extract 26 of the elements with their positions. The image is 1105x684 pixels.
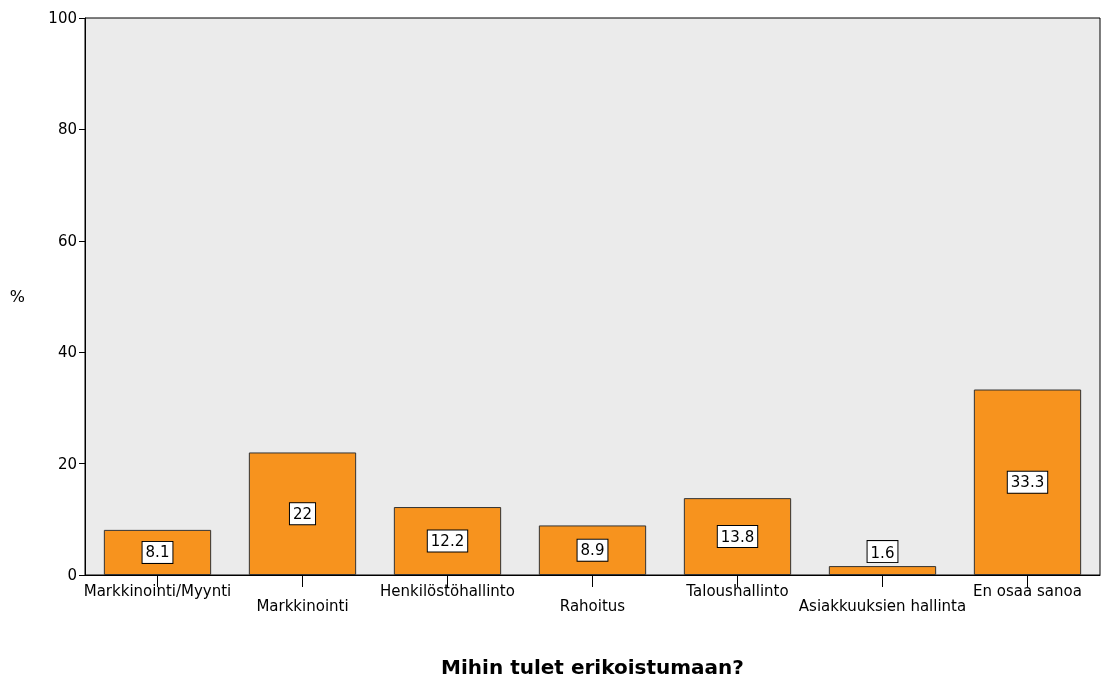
bar: [683, 498, 792, 575]
x-tick-label: Markkinointi/Myynti: [83, 581, 232, 600]
bar: [973, 389, 1082, 575]
x-tick-label: Markkinointi: [256, 596, 349, 615]
x-axis-title: Mihin tulet erikoistumaan?: [441, 655, 744, 679]
y-tick-label: 100: [48, 9, 77, 27]
y-tick-label: 0: [67, 566, 77, 584]
y-axis-title: %: [9, 287, 25, 306]
data-label: 1.6: [870, 543, 895, 562]
x-tick-label: En osaa sanoa: [973, 581, 1082, 600]
x-tick-label: Henkilöstöhallinto: [380, 581, 515, 600]
bar: [248, 452, 357, 575]
data-label: 8.1: [145, 543, 170, 562]
x-tick-label: Asiakkuuksien hallinta: [798, 596, 967, 615]
data-label: 8.9: [580, 541, 605, 560]
data-label: 12.2: [430, 532, 465, 551]
data-label: 22: [292, 504, 313, 523]
bar: [828, 566, 937, 575]
data-label: 13.8: [720, 527, 755, 546]
x-tick-label: Rahoitus: [559, 596, 626, 615]
y-tick-label: 40: [57, 343, 77, 362]
data-label: 33.3: [1010, 473, 1045, 492]
y-tick-label: 60: [57, 231, 77, 250]
y-tick-label: 20: [57, 454, 77, 473]
y-tick-label: 80: [57, 120, 77, 139]
x-tick-label: Taloushallinto: [685, 581, 789, 600]
